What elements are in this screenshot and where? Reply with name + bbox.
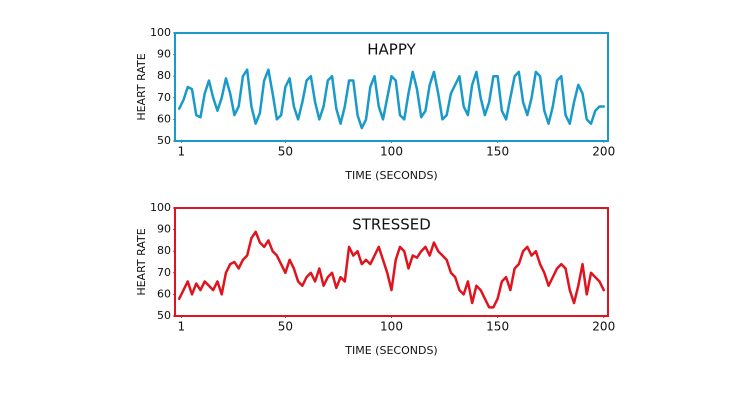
y-tick-label: 60 [157, 287, 171, 300]
y-tick-label: 90 [157, 223, 171, 236]
x-tick-label: 1 [178, 145, 186, 159]
y-tick-label: 100 [150, 26, 171, 39]
y-tick-label: 100 [150, 201, 171, 214]
line-series [178, 68, 605, 130]
y-tick-label: 80 [157, 244, 171, 257]
x-tick-label: 50 [278, 145, 293, 159]
line-series [178, 230, 605, 309]
chart-title: HAPPY [367, 41, 416, 59]
y-tick-label: 70 [157, 91, 171, 104]
y-tick-label: 50 [157, 134, 171, 147]
x-tick-label: 50 [278, 320, 293, 334]
y-tick-label: 50 [157, 309, 171, 322]
y-axis-label: HEART RATE [135, 53, 148, 120]
x-tick-label: 150 [486, 320, 509, 334]
x-axis-label: TIME (SECONDS) [344, 344, 437, 357]
y-tick-label: 60 [157, 112, 171, 125]
y-axis-label: HEART RATE [135, 228, 148, 295]
x-tick-label: 100 [380, 320, 403, 334]
x-tick-label: 150 [486, 145, 509, 159]
x-tick-label: 1 [178, 320, 186, 334]
chart-title: STRESSED [352, 216, 431, 234]
x-tick-label: 200 [592, 145, 615, 159]
x-tick-label: 200 [592, 320, 615, 334]
y-tick-label: 80 [157, 69, 171, 82]
x-axis-label: TIME (SECONDS) [344, 169, 437, 182]
y-tick-label: 90 [157, 48, 171, 61]
x-tick-label: 100 [380, 145, 403, 159]
y-tick-label: 70 [157, 266, 171, 279]
